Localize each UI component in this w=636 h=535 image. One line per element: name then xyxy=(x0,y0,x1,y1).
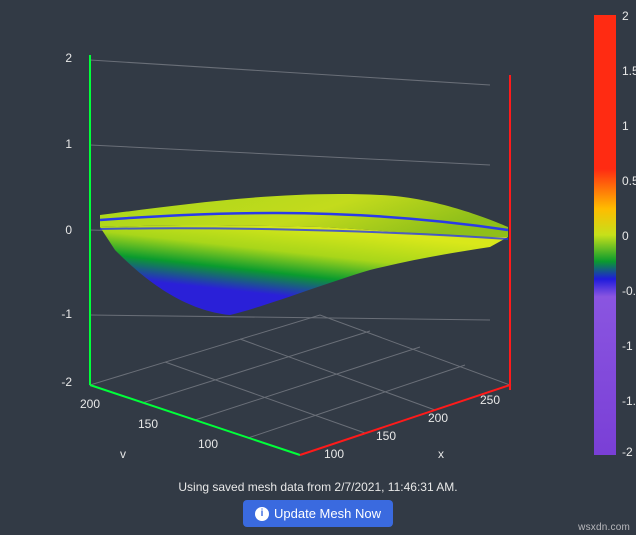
x-tick: 250 xyxy=(480,393,500,407)
colorbar-tick: -1 xyxy=(622,339,633,353)
status-text: Using saved mesh data from 2/7/2021, 11:… xyxy=(0,480,636,494)
z-tick: 2 xyxy=(48,51,72,65)
colorbar-tick: 0.5 xyxy=(622,174,636,188)
z-tick: 1 xyxy=(48,137,72,151)
footer: Using saved mesh data from 2/7/2021, 11:… xyxy=(0,480,636,527)
x-tick: 100 xyxy=(324,447,344,461)
y-tick: 100 xyxy=(198,437,218,451)
colorbar-tick: 1 xyxy=(622,119,629,133)
colorbar-tick: -1.5 xyxy=(622,394,636,408)
y-axis-label: v xyxy=(120,447,126,461)
colorbar-tick: 2 xyxy=(622,9,629,23)
watermark: wsxdn.com xyxy=(578,522,630,533)
y-tick: 200 xyxy=(80,397,100,411)
y-tick: 150 xyxy=(138,417,158,431)
button-label: Update Mesh Now xyxy=(274,506,381,521)
x-floor-line xyxy=(300,385,510,455)
colorbar-tick: 0 xyxy=(622,229,629,243)
z-tick: -2 xyxy=(48,375,72,389)
colorbar: 2 1.5 1 0.5 0 -0.5 -1 -1.5 -2 xyxy=(594,15,616,455)
colorbar-svg xyxy=(594,15,616,455)
chart-panel: 2 1 0 -1 -2 200 150 100 v 250 200 150 10… xyxy=(0,0,636,535)
update-mesh-button[interactable]: i Update Mesh Now xyxy=(243,500,393,527)
colorbar-tick: -0.5 xyxy=(622,284,636,298)
x-tick: 200 xyxy=(428,411,448,425)
colorbar-tick: -2 xyxy=(622,445,633,459)
x-tick: 150 xyxy=(376,429,396,443)
x-axis-label: x xyxy=(438,447,444,461)
z-tick: -1 xyxy=(48,307,72,321)
surface-3d-chart[interactable]: 2 1 0 -1 -2 200 150 100 v 250 200 150 10… xyxy=(20,15,560,475)
surface-main xyxy=(100,226,508,316)
colorbar-tick: 1.5 xyxy=(622,64,636,78)
z-tick: 0 xyxy=(48,223,72,237)
surface-svg xyxy=(20,15,560,475)
info-icon: i xyxy=(255,507,269,521)
y-axis-line xyxy=(90,385,300,455)
